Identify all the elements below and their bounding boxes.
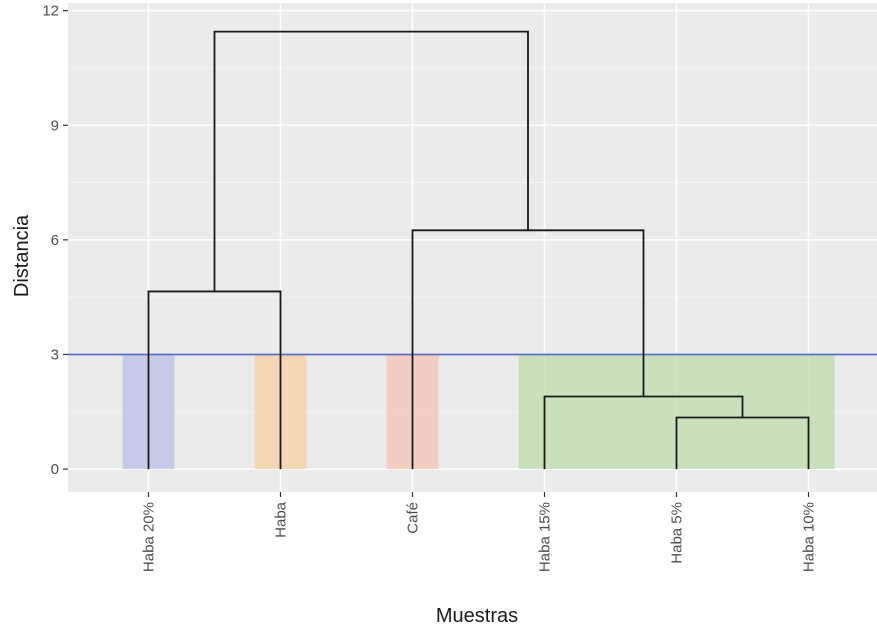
- y-axis-title: Distancia: [11, 214, 33, 297]
- x-tick-label: Café: [405, 502, 422, 534]
- x-tick-label: Haba 15%: [537, 502, 554, 572]
- y-axis: 0 3 6 9 12: [42, 3, 68, 478]
- y-tick-label: 9: [51, 117, 59, 134]
- dendrogram-branches: [147, 30, 810, 470]
- dendrogram-branch-4: [147, 290, 282, 470]
- x-tick-label: Haba 20%: [141, 502, 158, 572]
- x-axis-title: Muestras: [436, 605, 518, 627]
- dendrogram-branch-1: [675, 416, 810, 470]
- x-tick-label: Haba 5%: [669, 502, 686, 564]
- y-tick-label: 6: [51, 232, 59, 249]
- y-tick-label: 0: [51, 461, 59, 478]
- x-tick-label: Haba: [273, 501, 290, 538]
- dendrogram-branch-3: [411, 229, 645, 470]
- y-tick-label: 3: [51, 346, 59, 363]
- dendrogram-branch-5: [213, 30, 529, 292]
- y-tick-label: 12: [42, 3, 59, 20]
- x-axis: Haba 20% Haba Café Haba 15% Haba 5% Haba 10%: [141, 492, 818, 572]
- x-tick-label: Haba 10%: [801, 502, 818, 572]
